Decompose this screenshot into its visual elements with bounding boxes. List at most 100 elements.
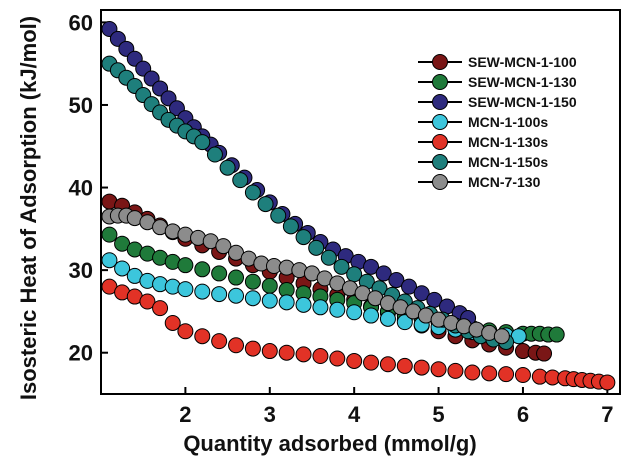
data-point bbox=[244, 273, 261, 290]
data-point bbox=[295, 229, 312, 246]
legend-entry: SEW-MCN-1-150 bbox=[418, 94, 577, 110]
data-point bbox=[194, 134, 211, 151]
legend-label: SEW-MCN-1-130 bbox=[468, 74, 577, 90]
data-point bbox=[164, 314, 181, 331]
data-point bbox=[379, 356, 396, 373]
x-tick-label: 5 bbox=[432, 402, 444, 427]
data-point bbox=[493, 328, 510, 345]
data-point bbox=[536, 345, 553, 362]
x-tick-label: 7 bbox=[601, 402, 613, 427]
data-point bbox=[228, 337, 245, 354]
data-point bbox=[363, 307, 380, 324]
legend-label: MCN-1-100s bbox=[468, 114, 548, 130]
data-point bbox=[211, 265, 228, 282]
axes: 2 3 4 5 6 7 20 30 40 50 60 bbox=[69, 9, 621, 427]
data-point bbox=[244, 340, 261, 357]
data-point bbox=[481, 365, 498, 382]
data-points bbox=[101, 20, 616, 391]
legend-marker bbox=[432, 74, 448, 90]
data-point bbox=[194, 261, 211, 278]
legend-entry: MCN-1-150s bbox=[418, 154, 548, 170]
data-point bbox=[514, 367, 531, 384]
data-point bbox=[278, 294, 295, 311]
data-point bbox=[261, 343, 278, 360]
data-point bbox=[430, 361, 447, 378]
data-point bbox=[270, 207, 287, 224]
data-point bbox=[375, 265, 392, 282]
data-point bbox=[295, 346, 312, 363]
data-point bbox=[206, 146, 223, 163]
data-point bbox=[244, 290, 261, 307]
data-point bbox=[346, 304, 363, 321]
data-point bbox=[599, 374, 616, 391]
y-tick-label: 20 bbox=[69, 341, 93, 366]
data-point bbox=[401, 278, 418, 295]
legend-label: MCN-7-130 bbox=[468, 174, 541, 190]
y-tick-label: 40 bbox=[69, 176, 93, 201]
data-point bbox=[177, 323, 194, 340]
data-point bbox=[320, 249, 337, 266]
data-point bbox=[363, 258, 380, 275]
data-point bbox=[261, 277, 278, 294]
y-tick-label: 60 bbox=[69, 10, 93, 35]
legend-marker bbox=[432, 134, 448, 150]
data-point bbox=[215, 238, 232, 255]
series-mcn-1-130s bbox=[101, 278, 616, 391]
data-point bbox=[228, 269, 245, 286]
data-point bbox=[211, 333, 228, 350]
data-point bbox=[114, 260, 131, 277]
data-point bbox=[329, 301, 346, 318]
data-point bbox=[413, 359, 430, 376]
data-point bbox=[379, 310, 396, 327]
x-tick-label: 6 bbox=[517, 402, 529, 427]
data-point bbox=[548, 326, 565, 343]
legend-label: SEW-MCN-1-150 bbox=[468, 94, 577, 110]
data-point bbox=[388, 272, 405, 289]
data-point bbox=[308, 239, 325, 256]
legend-marker bbox=[432, 94, 448, 110]
data-point bbox=[152, 300, 169, 317]
y-tick-label: 30 bbox=[69, 258, 93, 283]
data-point bbox=[447, 362, 464, 379]
data-point bbox=[498, 366, 515, 383]
data-point bbox=[101, 252, 118, 269]
data-point bbox=[329, 350, 346, 367]
data-point bbox=[257, 196, 274, 213]
data-point bbox=[211, 286, 228, 303]
plot-frame bbox=[100, 9, 621, 395]
data-point bbox=[312, 299, 329, 316]
data-point bbox=[219, 159, 236, 176]
legend-marker bbox=[432, 54, 448, 70]
data-point bbox=[177, 281, 194, 298]
data-point bbox=[177, 257, 194, 274]
data-point bbox=[244, 184, 261, 201]
data-point bbox=[295, 296, 312, 313]
x-tick-label: 2 bbox=[179, 402, 191, 427]
data-point bbox=[312, 348, 329, 365]
legend-marker bbox=[432, 114, 448, 130]
axis-labels: Quantity adsorbed (mmol/g) Isosteric Hea… bbox=[16, 16, 477, 456]
y-tick-label: 50 bbox=[69, 93, 93, 118]
legend-entry: SEW-MCN-1-130 bbox=[418, 74, 577, 90]
legend-marker bbox=[432, 174, 448, 190]
legend-label: SEW-MCN-1-100 bbox=[468, 54, 577, 70]
data-point bbox=[228, 287, 245, 304]
data-point bbox=[232, 172, 249, 189]
legend-entry: MCN-1-130s bbox=[418, 134, 548, 150]
series-mcn-7-130 bbox=[101, 207, 510, 345]
data-point bbox=[194, 328, 211, 345]
x-axis-title: Quantity adsorbed (mmol/g) bbox=[183, 431, 476, 456]
legend-entry: MCN-1-100s bbox=[418, 114, 548, 130]
legend-entry: SEW-MCN-1-100 bbox=[418, 54, 577, 70]
data-point bbox=[139, 293, 156, 310]
data-point bbox=[278, 344, 295, 361]
data-point bbox=[464, 364, 481, 381]
data-point bbox=[413, 285, 430, 302]
data-point bbox=[346, 352, 363, 369]
legend-entry: MCN-7-130 bbox=[418, 174, 541, 190]
legend-label: MCN-1-150s bbox=[468, 154, 548, 170]
data-point bbox=[363, 354, 380, 371]
y-axis-title: Isosteric Heat of Adsorption (kJ/mol) bbox=[16, 16, 41, 400]
data-point bbox=[333, 258, 350, 275]
